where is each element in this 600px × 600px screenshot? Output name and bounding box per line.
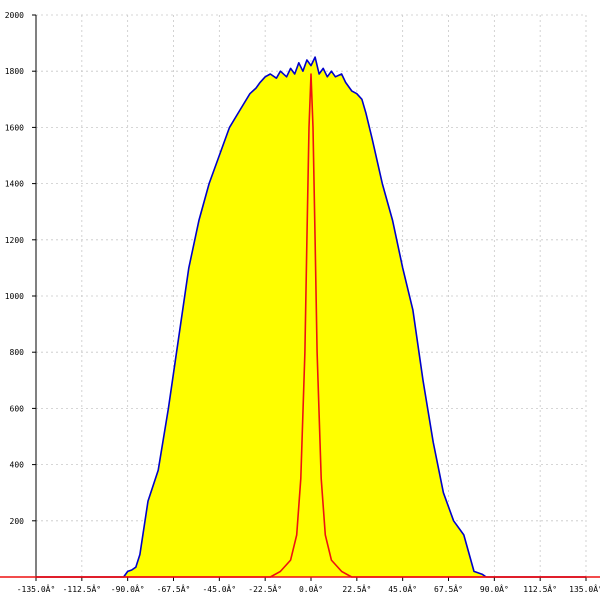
area-layer	[36, 56, 586, 578]
x-tick-label: -45.0Â°	[202, 583, 236, 594]
axis-layer	[0, 14, 600, 581]
y-tick-label: 1800	[5, 67, 24, 76]
y-tick-label: 1000	[5, 292, 24, 301]
peak-layer	[36, 73, 586, 578]
y-tick-label: 800	[10, 348, 25, 357]
x-tick-label: -90.0Â°	[111, 583, 145, 594]
x-tick-label: -135.0Â°	[17, 583, 56, 594]
y-tick-label: 1200	[5, 236, 24, 245]
y-tick-label: 2000	[5, 11, 24, 20]
y-tick-label: 400	[10, 461, 25, 470]
x-tick-label: -112.5Â°	[63, 583, 102, 594]
x-tick-label: -67.5Â°	[157, 583, 191, 594]
x-tick-label: 112.5Â°	[523, 583, 557, 594]
area-fill	[36, 57, 586, 578]
x-tick-label: 22.5Â°	[342, 583, 371, 594]
area-outline	[36, 56, 586, 578]
x-tick-label: -22.5Â°	[248, 583, 282, 594]
label-layer: -135.0Â° -112.5Â° -90.0Â° -67.5Â° -45.0Â° -22…	[5, 11, 600, 594]
peak-line	[36, 73, 586, 578]
x-tick-label: 0.0Â°	[299, 583, 323, 594]
x-tick-label: 135.0Â°	[569, 583, 600, 594]
y-tick-label: 1400	[5, 180, 24, 189]
x-tick-label: 45.0Â°	[388, 583, 417, 594]
y-tick-label: 1600	[5, 123, 24, 132]
y-tick-label: 200	[10, 517, 25, 526]
x-tick-label: 90.0Â°	[480, 583, 509, 594]
y-tick-label: 600	[10, 404, 25, 413]
x-tick-label: 67.5Â°	[434, 583, 463, 594]
